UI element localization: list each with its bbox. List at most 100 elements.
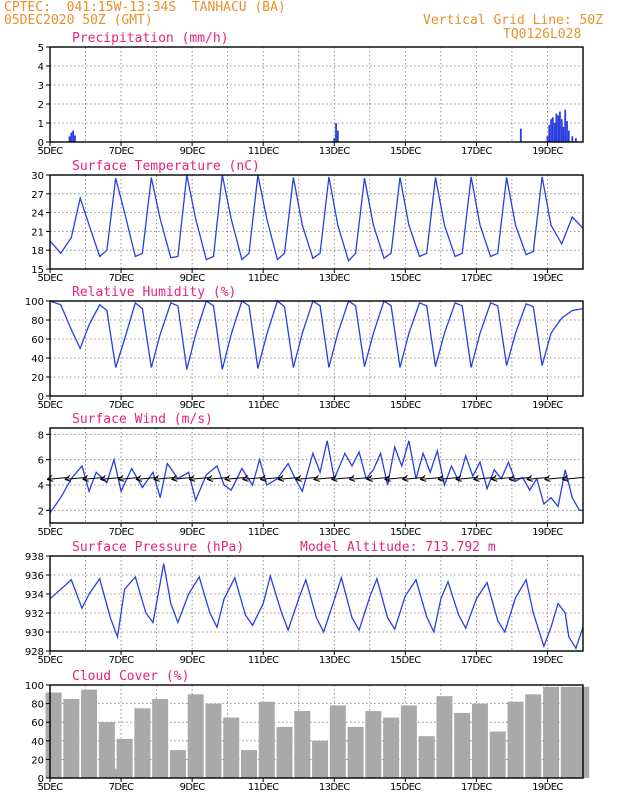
wind-arrow-head xyxy=(259,475,267,482)
cloud-bar xyxy=(400,705,417,778)
chart-title: Surface Wind (m/s) xyxy=(72,412,213,427)
y-tick-label: 2 xyxy=(38,506,44,517)
cloud-bar xyxy=(418,736,435,778)
x-tick-label: 5DEC xyxy=(38,400,64,411)
wind-arrow xyxy=(491,476,514,480)
x-tick-label: 19DEC xyxy=(532,273,563,284)
y-tick-label: 4 xyxy=(38,481,44,492)
y-tick-label: 2 xyxy=(38,100,44,111)
wind-arrow xyxy=(260,476,283,480)
y-tick-label: 8 xyxy=(38,430,44,441)
wind-arrow xyxy=(153,476,176,480)
y-tick-label: 6 xyxy=(38,456,44,467)
x-tick-label: 17DEC xyxy=(461,273,492,284)
wind-arrow-head xyxy=(384,475,391,482)
cloud-bar xyxy=(312,740,329,778)
wind-arrow-head xyxy=(419,475,427,482)
x-tick-label: 15DEC xyxy=(390,273,421,284)
y-tick-label: 80 xyxy=(31,700,44,711)
cloud-bar xyxy=(258,701,275,778)
x-tick-label: 7DEC xyxy=(109,146,135,157)
x-tick-label: 11DEC xyxy=(248,655,279,666)
y-tick-label: 3 xyxy=(38,81,44,92)
y-tick-label: 5 xyxy=(38,43,44,54)
wind-arrow-head xyxy=(473,475,480,482)
precip-bar xyxy=(333,138,336,142)
x-tick-label: 15DEC xyxy=(390,655,421,666)
x-tick-label: 9DEC xyxy=(180,655,206,666)
chart-title: Precipitation (mm/h) xyxy=(72,31,229,46)
precip-bar xyxy=(336,130,339,142)
x-tick-label: 17DEC xyxy=(461,400,492,411)
wind-arrow xyxy=(420,476,443,480)
wind-arrow xyxy=(455,476,478,480)
wind-arrow-head xyxy=(188,475,196,482)
cloud-bar xyxy=(365,711,382,778)
y-tick-label: 938 xyxy=(25,552,44,563)
cloud-bar xyxy=(294,711,311,778)
cloud-bar xyxy=(205,703,222,778)
x-tick-label: 17DEC xyxy=(461,527,492,538)
cloud-bar xyxy=(240,750,257,778)
wind-arrow xyxy=(278,476,301,480)
panel-frame xyxy=(49,300,584,397)
precip-bar xyxy=(557,115,560,142)
x-tick-label: 5DEC xyxy=(38,273,64,284)
precip-bar xyxy=(73,135,76,142)
precip-bar xyxy=(546,136,549,142)
precip-bar xyxy=(562,126,565,142)
x-tick-label: 11DEC xyxy=(248,146,279,157)
x-tick-label: 19DEC xyxy=(532,146,563,157)
precip-bar xyxy=(559,111,561,142)
y-tick-label: 24 xyxy=(31,209,44,220)
rh-line xyxy=(49,299,584,370)
cloud-bar xyxy=(436,696,453,778)
wind-arrow-head xyxy=(348,475,356,482)
x-tick-label: 5DEC xyxy=(38,527,64,538)
wind-arrow xyxy=(171,476,194,480)
y-tick-label: 100 xyxy=(25,681,44,692)
x-tick-label: 19DEC xyxy=(532,782,563,793)
precip-bar xyxy=(571,136,574,142)
y-tick-label: 27 xyxy=(31,190,44,201)
wind-arrow-head xyxy=(117,475,125,482)
cloud-bar xyxy=(63,698,80,778)
precip-bar xyxy=(574,138,577,142)
wind-arrow xyxy=(295,476,318,480)
precip-bar xyxy=(564,109,567,142)
cloud-bar xyxy=(45,692,62,778)
precip-bar xyxy=(567,130,570,142)
temp-line xyxy=(49,174,584,263)
wind-arrow xyxy=(437,476,461,480)
wind-arrow-head xyxy=(100,475,107,482)
wind-arrow xyxy=(206,476,230,480)
wind-arrow-head xyxy=(295,475,302,482)
x-tick-label: 13DEC xyxy=(319,655,350,666)
x-tick-label: 13DEC xyxy=(319,146,350,157)
x-tick-label: 5DEC xyxy=(38,655,64,666)
x-tick-label: 5DEC xyxy=(38,146,64,157)
cloud-bar xyxy=(543,686,560,778)
y-tick-label: 936 xyxy=(25,571,44,582)
y-tick-label: 80 xyxy=(31,316,44,327)
wind-arrow xyxy=(224,476,247,480)
cloud-bar xyxy=(525,694,542,778)
x-tick-label: 17DEC xyxy=(461,782,492,793)
x-tick-label: 19DEC xyxy=(532,400,563,411)
header-code: TQ0126L028 xyxy=(503,27,582,42)
x-tick-label: 19DEC xyxy=(532,527,563,538)
x-tick-label: 9DEC xyxy=(180,527,206,538)
cloud-bar xyxy=(223,717,240,778)
precip-bar xyxy=(560,119,563,142)
precip-bar xyxy=(550,119,552,142)
x-tick-label: 15DEC xyxy=(390,400,421,411)
cloud-bar xyxy=(383,717,400,778)
wind-arrow-head xyxy=(277,475,285,482)
wind-arrow xyxy=(118,476,141,480)
wind-arrow-head xyxy=(526,475,533,482)
wind-arrow xyxy=(562,476,585,480)
y-tick-label: 30 xyxy=(31,171,44,182)
x-tick-label: 19DEC xyxy=(532,655,563,666)
y-tick-label: 20 xyxy=(31,755,44,766)
wind-arrow-head xyxy=(206,475,214,482)
